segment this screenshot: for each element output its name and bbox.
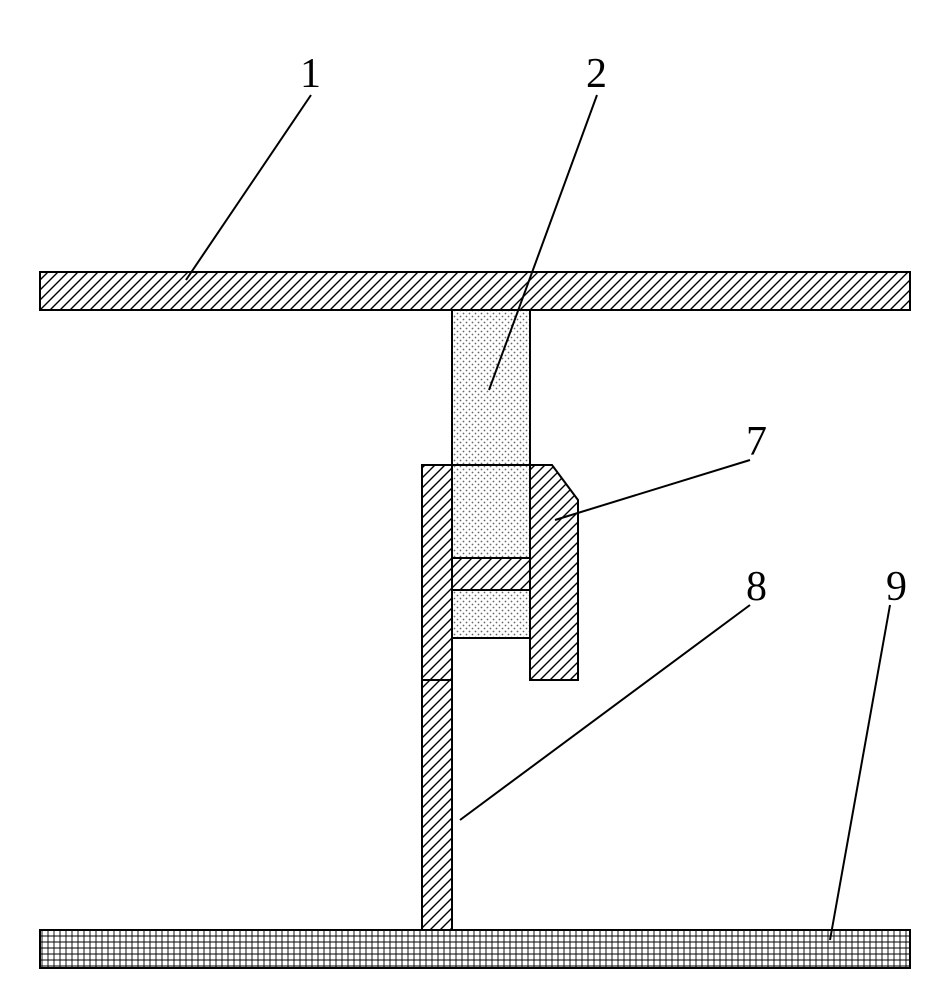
callout-label-2: 2: [586, 50, 607, 98]
part-1-top-bar: [40, 272, 910, 310]
part-9-base: [40, 930, 910, 968]
callout-label-9: 9: [886, 563, 907, 611]
part-2-upper-stem: [452, 310, 530, 465]
callout-label-8: 8: [746, 563, 767, 611]
callout-label-1: 1: [300, 50, 321, 98]
leader-line-7: [555, 460, 750, 520]
callout-label-7: 7: [746, 418, 767, 466]
technical-diagram: [0, 0, 951, 1000]
part-8-leg: [422, 680, 452, 930]
part-2-lower-stem: [452, 590, 530, 638]
part-2-mid-stem: [452, 465, 530, 558]
leader-line-1: [186, 95, 311, 280]
leader-line-9: [830, 605, 890, 940]
diagram-container: 1 2 7 8 9: [0, 0, 951, 1000]
part-7-collar-web: [452, 558, 530, 590]
leader-line-2: [489, 95, 597, 390]
part-7-collar-right: [530, 465, 578, 680]
part-7-collar-left: [422, 465, 452, 680]
